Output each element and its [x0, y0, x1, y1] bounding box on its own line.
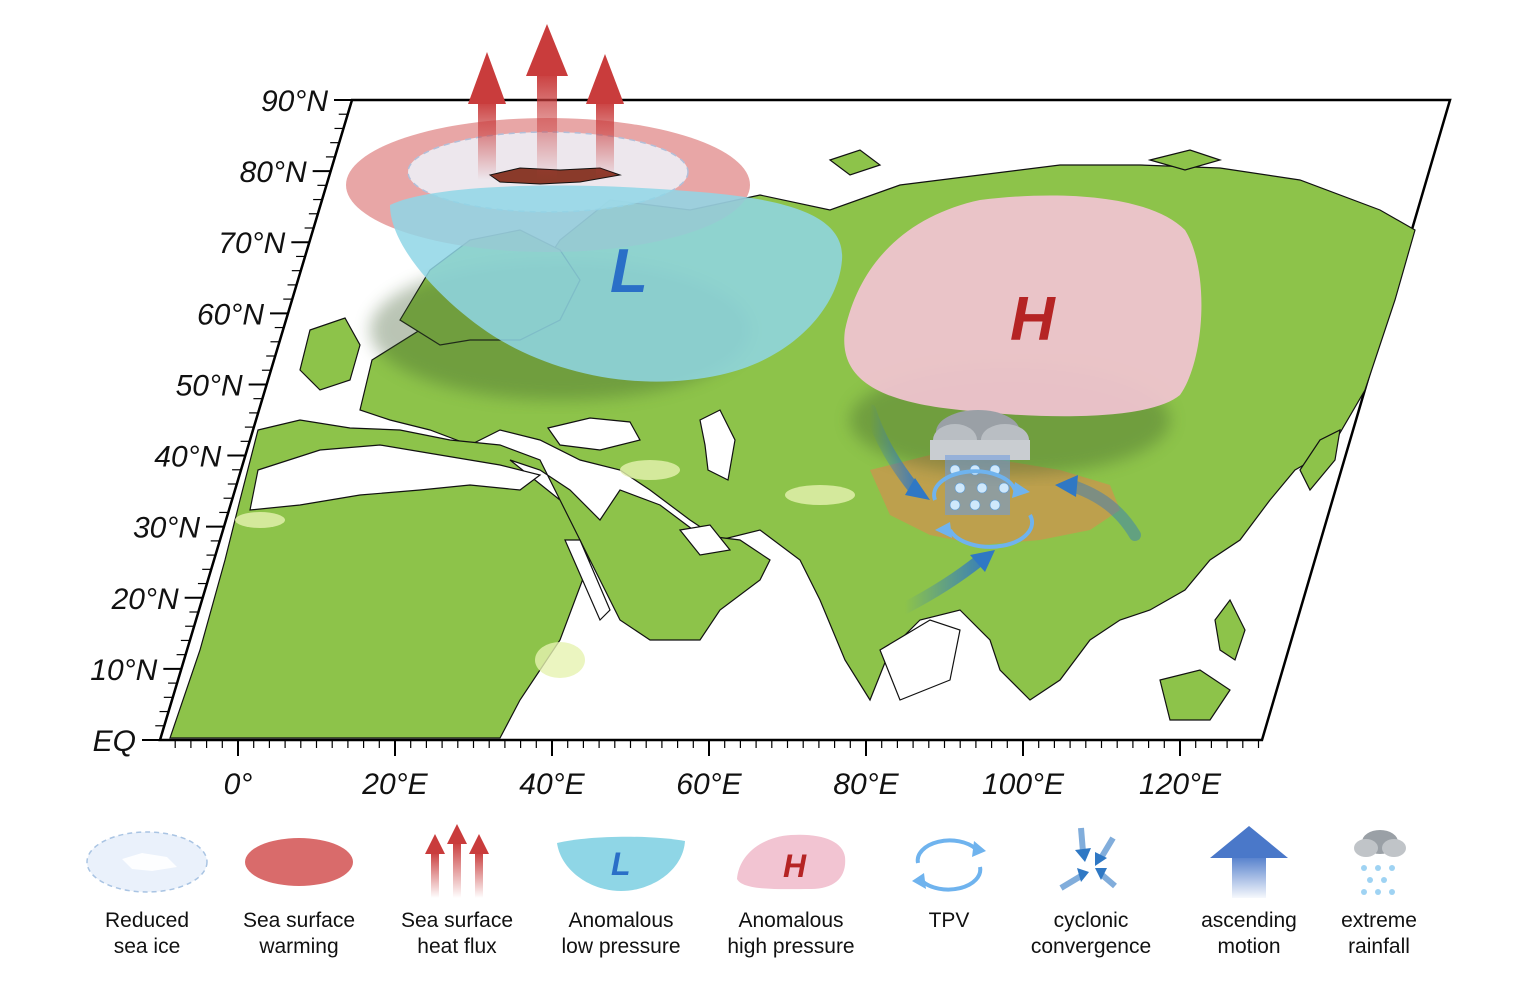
lon-label: 100°E — [982, 768, 1065, 801]
british-isles-land — [299, 317, 361, 391]
lon-label: 120°E — [1139, 768, 1222, 801]
cyclonic-convergence-icon — [1006, 820, 1176, 904]
latitude-ticks — [142, 99, 352, 741]
anomalous-low-pressure — [390, 185, 843, 382]
low-pressure-symbol: L — [610, 237, 648, 306]
legend-label: ascending motion — [1201, 909, 1297, 958]
sea-surface-warming-icon — [214, 820, 384, 904]
legend-item-anomalous-high-pressure: H Anomalous high pressure — [706, 820, 876, 960]
lat-label: 50°N — [176, 369, 243, 402]
heat-flux-arrows-icon — [372, 820, 542, 904]
mediterranean-sea — [249, 444, 542, 511]
lon-label: 60°E — [676, 768, 742, 801]
low-pressure-icon: L — [536, 820, 706, 904]
heat-flux-arrows — [468, 24, 624, 180]
latitude-labels: 90°N 80°N 70°N 60°N 50°N 40°N 30°N 20°N 10°N EQ — [90, 85, 328, 758]
lat-label: 70°N — [218, 227, 285, 260]
persian-gulf — [678, 524, 732, 556]
caspian-sea — [699, 409, 736, 481]
high-pressure-symbol: H — [1010, 285, 1056, 354]
legend-label: Anomalous high pressure — [727, 909, 855, 958]
lon-label: 20°E — [361, 768, 428, 801]
legend-item-sea-surface-heat-flux: Sea surface heat flux — [372, 820, 542, 960]
latitude-axis — [159, 99, 353, 741]
eurasia-map-diagram: L H 90°N 80°N 70°N 60°N 50°N 40°N 30°N 20°N 10°N… — [90, 24, 1452, 801]
lat-label: 30°N — [133, 512, 200, 545]
legend-low-symbol: L — [611, 846, 631, 882]
siberian-islands — [1147, 149, 1223, 171]
lat-label: 60°N — [197, 298, 264, 331]
se-asia-islands — [1159, 669, 1231, 721]
legend-label: extreme rainfall — [1341, 909, 1417, 958]
bay-of-bengal — [879, 619, 961, 701]
tpv-circular-arrows-icon — [864, 820, 1034, 904]
tpv-vortex — [932, 469, 1034, 549]
legend-item-ascending-motion: ascending motion — [1164, 820, 1334, 960]
legend-item-cyclonic-convergence: cyclonic convergence — [1006, 820, 1176, 960]
lat-label: EQ — [93, 725, 136, 758]
longitude-labels: 0° 20°E 40°E 60°E 80°E 100°E 120°E — [224, 768, 1222, 801]
anomalous-high-pressure — [844, 195, 1202, 417]
lat-label: 10°N — [90, 654, 157, 687]
legend-label: Sea surface heat flux — [400, 909, 514, 958]
red-sea — [564, 539, 611, 622]
inland-seas — [249, 409, 961, 701]
legend-item-anomalous-low-pressure: L Anomalous low pressure — [536, 820, 706, 960]
ascending-motion-icon — [1164, 820, 1334, 904]
black-sea — [546, 417, 641, 451]
legend-item-extreme-rainfall: extreme rainfall — [1294, 820, 1464, 960]
legend-label: TPV — [928, 909, 970, 932]
legend-item-reduced-sea-ice: Reduced sea ice — [62, 820, 232, 960]
arctic-islands — [828, 149, 882, 176]
lat-label: 90°N — [261, 85, 328, 118]
rain-cloud — [930, 410, 1030, 460]
lon-label: 80°E — [833, 768, 899, 801]
high-pressure-icon: H — [706, 820, 876, 904]
legend-label: Anomalous low pressure — [561, 909, 681, 958]
legend-item-sea-surface-warming: Sea surface warming — [214, 820, 384, 960]
lat-label: 20°N — [111, 583, 179, 616]
desert-patches — [235, 460, 855, 678]
legend-label: Sea surface warming — [242, 909, 356, 958]
philippines-land — [1214, 598, 1246, 661]
legend: Reduced sea ice Sea surface warming Sea … — [0, 820, 1526, 992]
reduced-sea-ice-icon — [62, 820, 232, 904]
legend-high-symbol: H — [783, 848, 807, 884]
lon-label: 40°E — [519, 768, 585, 801]
lon-label: 0° — [224, 768, 253, 801]
cyclonic-convergence-arrows — [864, 404, 1141, 614]
legend-label: cyclonic convergence — [1030, 909, 1152, 958]
legend-label: Reduced sea ice — [104, 909, 190, 958]
lat-label: 80°N — [240, 156, 307, 189]
longitude-ticks — [174, 740, 1260, 756]
lat-label: 40°N — [154, 441, 221, 474]
legend-item-tpv: TPV — [864, 820, 1034, 934]
japan-land — [1299, 428, 1341, 492]
extreme-rainfall-icon — [1294, 820, 1464, 904]
